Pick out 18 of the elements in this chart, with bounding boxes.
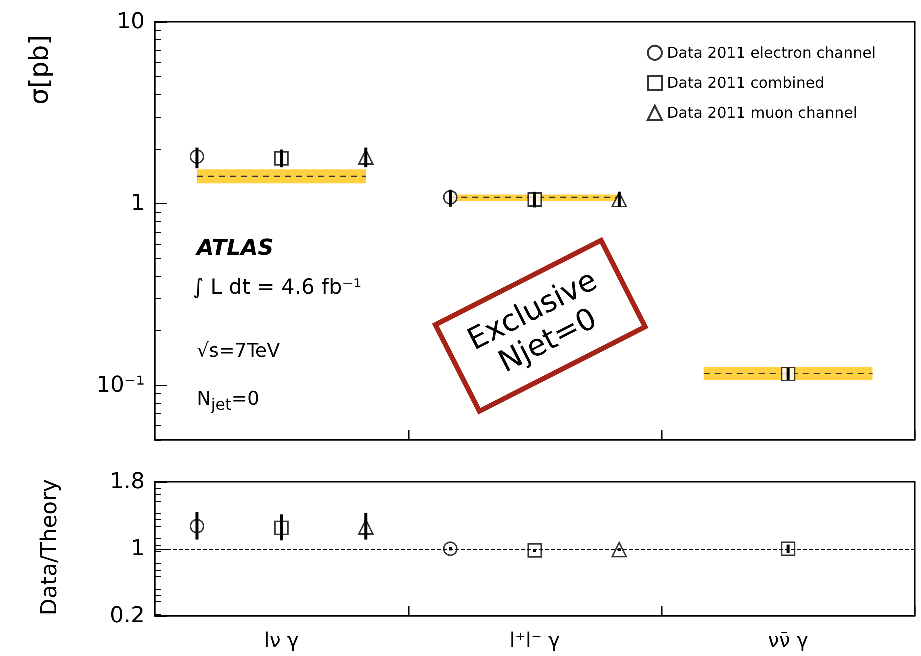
annotation: √s=7TeV <box>197 340 280 362</box>
y-tick-label: 0.2 <box>110 604 145 628</box>
annotation: N$_{jet}$=0 <box>197 388 260 414</box>
y-axis-title: σ[pb] <box>24 35 55 105</box>
annotation: ∫ L dt = 4.6 fb⁻¹ <box>193 275 362 299</box>
y-tick-label: 1.8 <box>110 470 145 494</box>
annotation: ATLAS <box>197 236 274 261</box>
legend-label: Data 2011 muon channel <box>667 104 858 122</box>
y-axis-title: Data/Theory <box>38 478 62 618</box>
x-tick-label: l⁺l⁻ γ <box>510 628 560 652</box>
legend-label: Data 2011 electron channel <box>667 44 876 62</box>
x-tick-label: lν γ <box>264 628 300 652</box>
y-tick-label: 10⁻¹ <box>96 372 145 398</box>
y-tick-label: 1 <box>131 191 145 216</box>
y-tick-label: 10 <box>117 10 145 34</box>
x-tick-label: νν̄ γ <box>768 628 809 652</box>
legend-label: Data 2011 combined <box>667 74 825 92</box>
y-tick-label: 1 <box>131 536 145 562</box>
